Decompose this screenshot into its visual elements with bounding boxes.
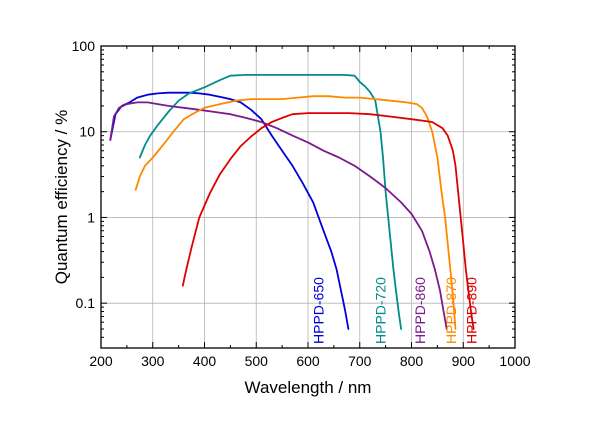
axis-ticks [100, 45, 516, 348]
x-tick-label: 500 [245, 353, 269, 369]
y-axis-title: Quantum efficiency / % [52, 110, 71, 285]
x-tick-label: 300 [141, 353, 165, 369]
x-tick-label: 400 [193, 353, 217, 369]
y-tick-label: 10 [79, 124, 95, 140]
x-tick-label: 600 [296, 353, 320, 369]
series-lines [109, 74, 475, 330]
y-tick-label: 100 [72, 38, 96, 54]
series-label-hppd-870: HPPD-870 [443, 277, 459, 344]
series-line-hppd-890 [181, 112, 475, 330]
x-tick-label: 700 [348, 353, 372, 369]
x-tick-label: 200 [89, 353, 113, 369]
y-tick-label: 1 [87, 209, 95, 225]
series-label-hppd-650: HPPD-650 [310, 277, 326, 344]
series-line-hppd-860 [109, 101, 448, 330]
tick-labels: 200 300 400 500 600 700 800 900 1000 0.1 1 10 100 [72, 38, 531, 369]
y-tick-label: 0.1 [76, 295, 96, 311]
series-labels: HPPD-650 HPPD-720 HPPD-860 HPPD-870 HPPD-890 [310, 277, 479, 344]
x-tick-label: 1000 [499, 353, 530, 369]
x-tick-label: 900 [452, 353, 476, 369]
series-line-hppd-720 [138, 74, 403, 330]
series-line-hppd-870 [134, 95, 457, 330]
series-label-hppd-890: HPPD-890 [464, 277, 480, 344]
series-label-hppd-720: HPPD-720 [373, 277, 389, 344]
x-tick-label: 800 [400, 353, 424, 369]
series-label-hppd-860: HPPD-860 [412, 277, 428, 344]
x-axis-title: Wavelength / nm [245, 378, 372, 397]
